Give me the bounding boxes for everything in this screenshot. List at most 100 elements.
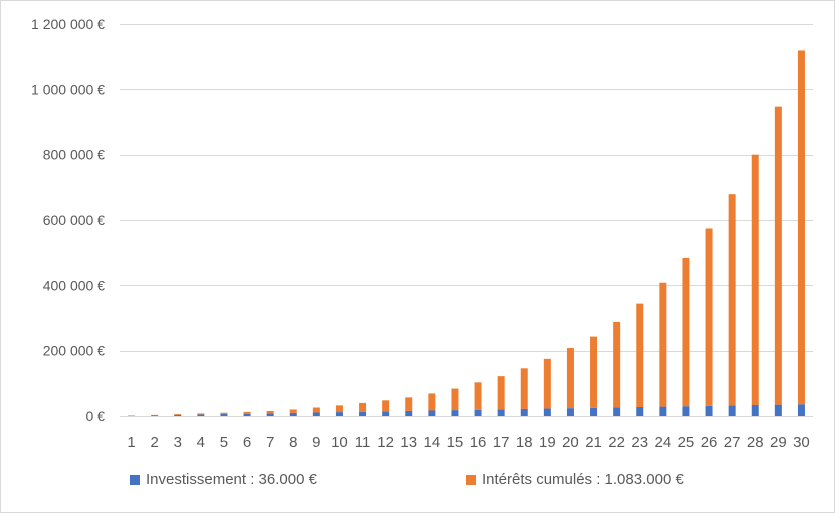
x-tick-label: 29 [770,434,787,451]
bar-investissement [359,412,366,416]
bar-investissement [428,411,435,416]
bar-investissement [382,411,389,416]
bar-interets-cumules [729,194,736,405]
bar-interets-cumules [428,393,435,410]
x-tick-label: 26 [701,434,718,451]
x-tick-label: 7 [266,434,274,451]
x-tick-label: 4 [197,434,205,451]
x-tick-label: 9 [312,434,320,451]
legend-item-interets: Intérêts cumulés : 1.083.000 € [466,471,684,488]
bar-investissement [636,407,643,416]
legend-swatch-interets [466,475,476,485]
x-tick-label: 1 [127,434,135,451]
bar-interets-cumules [798,50,805,404]
bar-investissement [590,408,597,416]
bar-investissement [220,414,227,416]
bar-investissement [174,415,181,416]
x-tick-label: 18 [516,434,533,451]
bar-investissement [521,409,528,416]
bar-interets-cumules [590,337,597,408]
y-axis-tick-labels: 0 € 200 000 € 400 000 € 600 000 € 800 000 € 1… [31,16,105,424]
bar-interets-cumules [174,414,181,415]
bar-interets-cumules [659,283,666,407]
x-tick-label: 6 [243,434,251,451]
x-tick-label: 15 [447,434,464,451]
bar-investissement [267,413,274,416]
bar-investissement [706,406,713,416]
x-tick-label: 2 [150,434,158,451]
x-tick-label: 28 [747,434,764,451]
legend-swatch-investissement [130,475,140,485]
legend-label-interets: Intérêts cumulés : 1.083.000 € [482,471,684,488]
bar-interets-cumules [498,376,505,409]
x-tick-label: 3 [174,434,182,451]
x-tick-label: 24 [655,434,672,451]
x-tick-label: 11 [355,434,371,451]
bar-interets-cumules [567,348,574,408]
y-tick-label: 1 200 000 € [31,16,105,32]
bar-interets-cumules [544,359,551,409]
bar-interets-cumules [382,400,389,411]
bars [128,50,805,416]
legend-label-investissement: Investissement : 36.000 € [146,471,317,488]
bar-interets-cumules [244,412,251,414]
bar-investissement [752,405,759,416]
x-tick-label: 12 [377,434,394,451]
bar-interets-cumules [682,258,689,406]
bar-interets-cumules [220,413,227,414]
bar-interets-cumules [290,409,297,412]
bar-interets-cumules [267,411,274,413]
x-tick-label: 20 [562,434,579,451]
bar-investissement [151,415,158,416]
bar-investissement [244,414,251,416]
x-tick-label: 16 [470,434,487,451]
bar-investissement [313,412,320,416]
x-tick-label: 8 [289,434,297,451]
bar-interets-cumules [613,322,620,407]
bar-investissement [775,405,782,416]
y-tick-label: 800 000 € [43,147,105,163]
bar-investissement [682,406,689,416]
y-tick-label: 0 € [86,408,106,424]
bar-interets-cumules [475,382,482,409]
x-tick-label: 30 [793,434,810,451]
bar-interets-cumules [636,304,643,407]
x-tick-label: 10 [331,434,348,451]
bar-investissement [613,407,620,416]
x-tick-label: 13 [400,434,417,451]
bar-investissement [659,407,666,416]
bar-interets-cumules [451,389,458,411]
bar-investissement [336,412,343,416]
x-tick-label: 22 [608,434,625,451]
bar-interets-cumules [706,228,713,405]
x-tick-label: 14 [424,434,441,451]
y-tick-label: 400 000 € [43,277,105,293]
x-tick-label: 19 [539,434,556,451]
bar-investissement [498,409,505,416]
x-tick-label: 5 [220,434,228,451]
bar-interets-cumules [359,403,366,412]
bar-investissement [290,413,297,416]
x-tick-label: 23 [631,434,648,451]
y-tick-label: 600 000 € [43,212,105,228]
x-tick-label: 27 [724,434,741,451]
bar-interets-cumules [313,408,320,413]
y-tick-label: 1 000 000 € [31,81,105,97]
bar-investissement [451,410,458,416]
bar-interets-cumules [521,368,528,409]
x-tick-label: 25 [678,434,695,451]
bar-investissement [544,409,551,416]
x-tick-label: 17 [493,434,510,451]
bar-interets-cumules [752,155,759,405]
bar-investissement [405,411,412,416]
bar-investissement [798,404,805,416]
legend-item-investissement: Investissement : 36.000 € [130,471,317,488]
bar-investissement [729,405,736,416]
y-tick-label: 200 000 € [43,343,105,359]
bar-interets-cumules [405,397,412,411]
x-tick-label: 21 [585,434,602,451]
bar-investissement [475,410,482,416]
